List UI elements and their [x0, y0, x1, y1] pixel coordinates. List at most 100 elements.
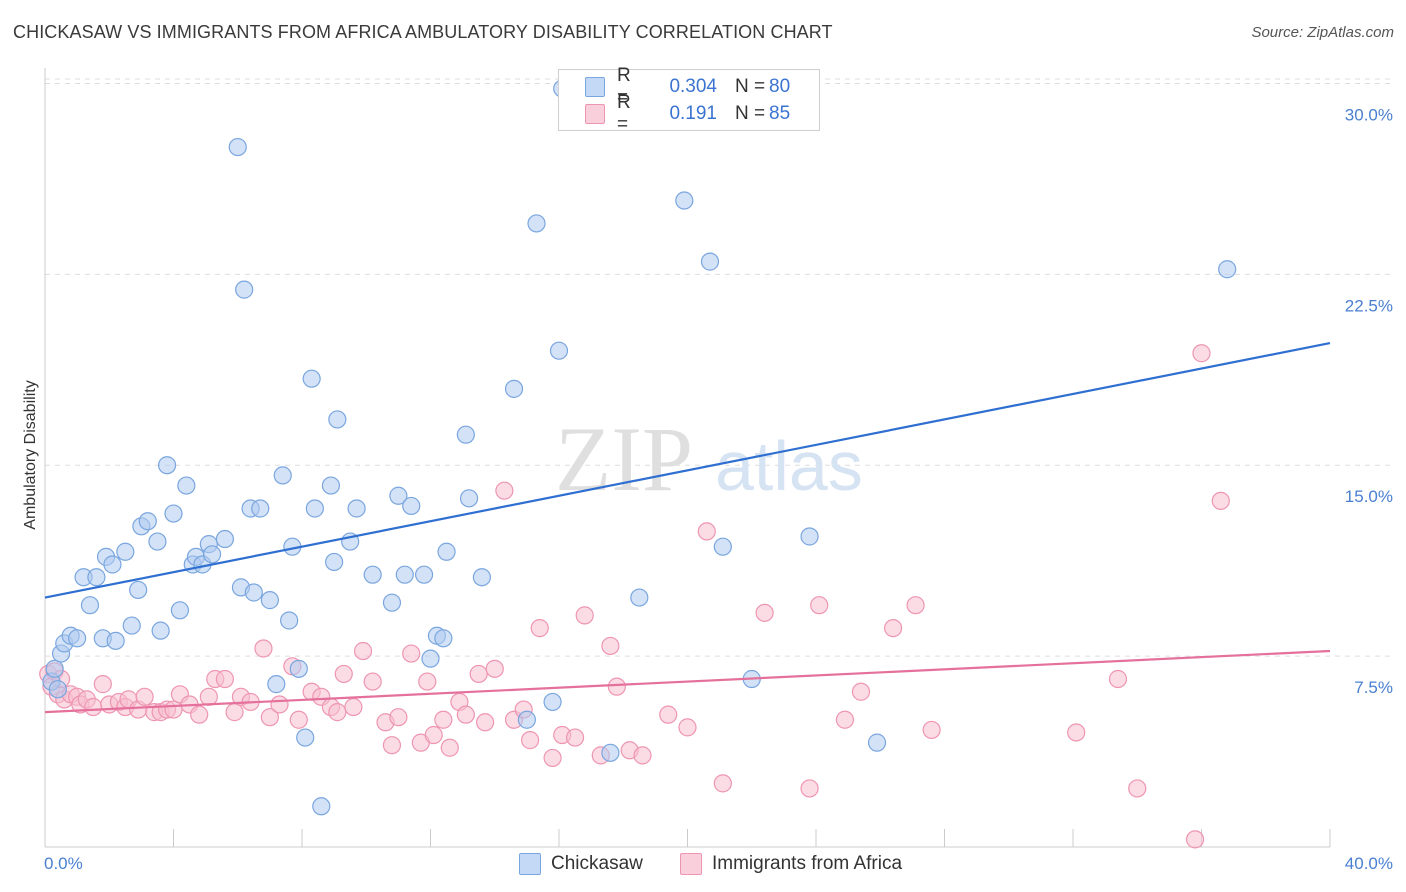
- point-immigrants-from-africa: [883, 619, 903, 638]
- point-immigrants-from-africa: [199, 687, 218, 706]
- point-chickasaw: [106, 631, 125, 650]
- point-chickasaw: [527, 214, 546, 233]
- bottom-legend-label: Chickasaw: [551, 853, 643, 874]
- legend-swatch-pink: [585, 104, 605, 124]
- trendline-chickasaw: [44, 341, 1331, 599]
- point-immigrants-from-africa: [1108, 669, 1128, 689]
- point-immigrants-from-africa: [906, 596, 925, 615]
- series-immigrants-from-africa-points: [39, 344, 1230, 849]
- point-chickasaw: [251, 499, 270, 518]
- legend-n-value: 80: [769, 76, 791, 97]
- point-chickasaw: [129, 580, 148, 600]
- point-chickasaw: [280, 611, 299, 630]
- point-immigrants-from-africa: [520, 731, 540, 750]
- point-immigrants-from-africa: [382, 736, 402, 755]
- legend-row-chickasaw: R = 0.304 N = 80: [585, 65, 791, 108]
- point-chickasaw: [87, 568, 106, 587]
- point-chickasaw: [437, 542, 456, 561]
- point-immigrants-from-africa: [476, 713, 495, 732]
- point-chickasaw: [382, 593, 402, 612]
- legend-n-value: 85: [769, 103, 791, 124]
- point-immigrants-from-africa: [260, 708, 279, 727]
- point-chickasaw: [321, 476, 341, 495]
- point-chickasaw: [601, 743, 620, 762]
- point-chickasaw: [472, 568, 491, 587]
- chart-title: CHICKASAW VS IMMIGRANTS FROM AFRICA AMBU…: [13, 22, 833, 42]
- point-chickasaw: [402, 496, 421, 516]
- point-immigrants-from-africa: [851, 682, 871, 701]
- y-tick-label: 30.0%: [1345, 105, 1393, 124]
- point-chickasaw: [244, 583, 263, 602]
- source-label: Source: ZipAtlas.com: [1251, 24, 1394, 41]
- point-chickasaw: [202, 545, 222, 564]
- bottom-legend-chickasaw: Chickasaw: [519, 852, 643, 876]
- point-immigrants-from-africa: [1185, 830, 1205, 849]
- point-chickasaw: [103, 555, 122, 574]
- y-tick-label: 7.5%: [1354, 678, 1393, 697]
- point-immigrants-from-africa: [225, 703, 244, 722]
- point-immigrants-from-africa: [289, 710, 308, 729]
- point-immigrants-from-africa: [800, 779, 819, 798]
- point-chickasaw: [116, 542, 135, 561]
- point-immigrants-from-africa: [334, 664, 353, 684]
- watermark: ZIP atlas: [555, 408, 863, 510]
- trendline-immigrants-from-africa: [44, 649, 1331, 714]
- point-chickasaw: [148, 532, 167, 551]
- x-tick-label-min: 0.0%: [44, 854, 83, 873]
- point-chickasaw: [151, 621, 170, 640]
- bottom-legend-swatch-blue: [519, 853, 541, 875]
- point-chickasaw: [289, 659, 308, 678]
- point-chickasaw: [549, 341, 569, 360]
- point-immigrants-from-africa: [344, 697, 363, 717]
- point-chickasaw: [363, 565, 382, 584]
- point-immigrants-from-africa: [565, 728, 585, 747]
- point-chickasaw: [312, 797, 331, 816]
- legend-r-label: R =: [617, 92, 631, 135]
- point-immigrants-from-africa: [1128, 779, 1147, 798]
- point-chickasaw: [389, 486, 408, 505]
- point-chickasaw: [395, 565, 414, 584]
- point-immigrants-from-africa: [434, 710, 453, 729]
- point-immigrants-from-africa: [755, 603, 774, 622]
- point-chickasaw: [459, 489, 479, 508]
- bottom-legend-immigrants: Immigrants from Africa: [680, 852, 902, 876]
- point-chickasaw: [228, 137, 247, 157]
- point-immigrants-from-africa: [697, 522, 716, 541]
- point-chickasaw: [260, 591, 279, 610]
- legend-n-label: N =: [735, 76, 766, 97]
- point-chickasaw: [414, 565, 434, 584]
- point-immigrants-from-africa: [530, 619, 549, 638]
- point-immigrants-from-africa: [575, 606, 594, 625]
- point-chickasaw: [157, 456, 177, 475]
- y-tick-label: 15.0%: [1345, 487, 1393, 506]
- point-immigrants-from-africa: [424, 725, 443, 745]
- point-immigrants-from-africa: [135, 687, 154, 706]
- point-immigrants-from-africa: [254, 639, 273, 658]
- point-chickasaw: [80, 596, 100, 615]
- point-chickasaw: [713, 537, 732, 556]
- point-chickasaw: [700, 252, 720, 271]
- point-chickasaw: [138, 512, 157, 531]
- point-immigrants-from-africa: [440, 738, 459, 757]
- point-chickasaw: [164, 504, 183, 523]
- point-immigrants-from-africa: [402, 644, 421, 663]
- point-immigrants-from-africa: [810, 596, 829, 615]
- point-chickasaw: [543, 692, 562, 712]
- point-immigrants-from-africa: [1067, 723, 1086, 742]
- point-chickasaw: [122, 616, 141, 635]
- point-chickasaw: [45, 659, 64, 678]
- point-immigrants-from-africa: [328, 703, 347, 722]
- legend-swatch-blue: [585, 77, 605, 97]
- point-chickasaw: [325, 552, 344, 572]
- point-immigrants-from-africa: [1192, 344, 1211, 363]
- point-immigrants-from-africa: [353, 641, 373, 661]
- trend-lines: [44, 341, 1331, 714]
- legend-row-immigrants: R = 0.191 N = 85: [585, 92, 791, 135]
- point-immigrants-from-africa: [495, 481, 514, 500]
- point-immigrants-from-africa: [84, 697, 103, 717]
- point-chickasaw: [267, 675, 286, 694]
- point-chickasaw: [177, 476, 196, 495]
- point-immigrants-from-africa: [456, 705, 475, 724]
- bottom-legend-label: Immigrants from Africa: [712, 853, 903, 874]
